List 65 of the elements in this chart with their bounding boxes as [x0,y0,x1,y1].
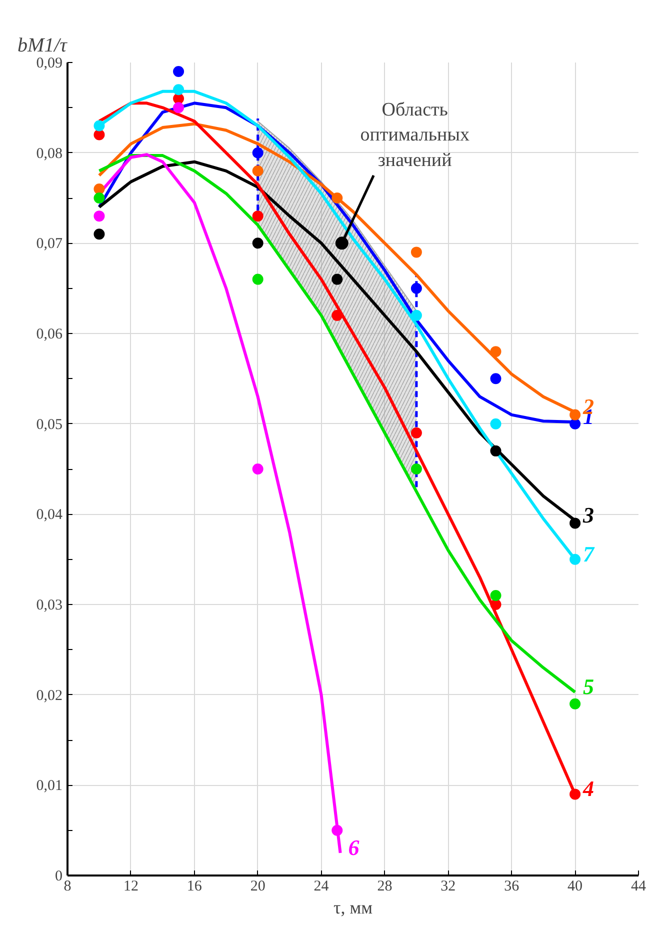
annotation: Область оптимальных значений [360,100,470,171]
point [570,409,581,420]
series-label: 7 [583,541,596,566]
point [410,282,422,294]
point [94,183,105,194]
point [490,346,502,358]
y-tick-label: 0,09 [36,56,62,72]
point [570,518,581,529]
y-tick-label: 0,07 [36,236,63,252]
point [332,310,343,321]
x-tick-label: 44 [631,878,646,894]
point [490,590,502,601]
point [490,599,502,610]
y-tick-label: 0,04 [36,507,63,524]
x-tick-label: 16 [186,878,202,894]
point [252,274,264,285]
series-label: 3 [582,502,594,528]
point [490,445,502,456]
y-tick-label: 0,01 [36,778,62,794]
series-label: 4 [582,776,594,802]
point [252,147,264,158]
point [570,554,581,565]
point [410,310,422,321]
y-axis-title: bМ1/τ [18,34,68,56]
point [252,165,264,176]
point [94,120,105,132]
point [94,228,105,240]
y-tick-label: 0,05 [36,416,62,433]
point [332,192,343,204]
line-series [98,154,577,694]
point [570,418,581,430]
y-tick-label: 0,06 [36,326,63,342]
point [173,84,184,96]
y-tick-label: 0,02 [36,688,62,704]
point [570,698,581,710]
series-label: 6 [348,834,360,860]
point [410,427,422,438]
x-axis-title: τ, мм [333,898,373,918]
point [410,464,422,474]
y-tick-label: 0,08 [36,146,62,162]
x-tick-label: 20 [250,878,266,894]
series-label: 5 [583,674,594,700]
point [570,788,581,800]
y-tick-label: 0 [55,868,62,884]
point [410,246,422,258]
point [252,210,264,222]
point [252,238,264,249]
point [173,66,184,78]
point [332,824,343,836]
point [332,274,343,285]
point [252,464,264,474]
point [94,192,105,204]
point [173,102,184,114]
x-tick-label: 40 [568,878,583,894]
x-tick-label: 28 [377,878,392,894]
x-tick-label: 12 [123,878,138,894]
x-tick-label: 8 [64,878,72,894]
y-tick-label: 0,03 [36,598,62,614]
x-tick-label: 36 [504,878,520,894]
point [94,210,105,222]
point [94,129,105,140]
x-tick-label: 24 [314,878,330,894]
point [490,373,502,384]
x-tick-label: 32 [440,878,456,894]
point [490,418,502,430]
